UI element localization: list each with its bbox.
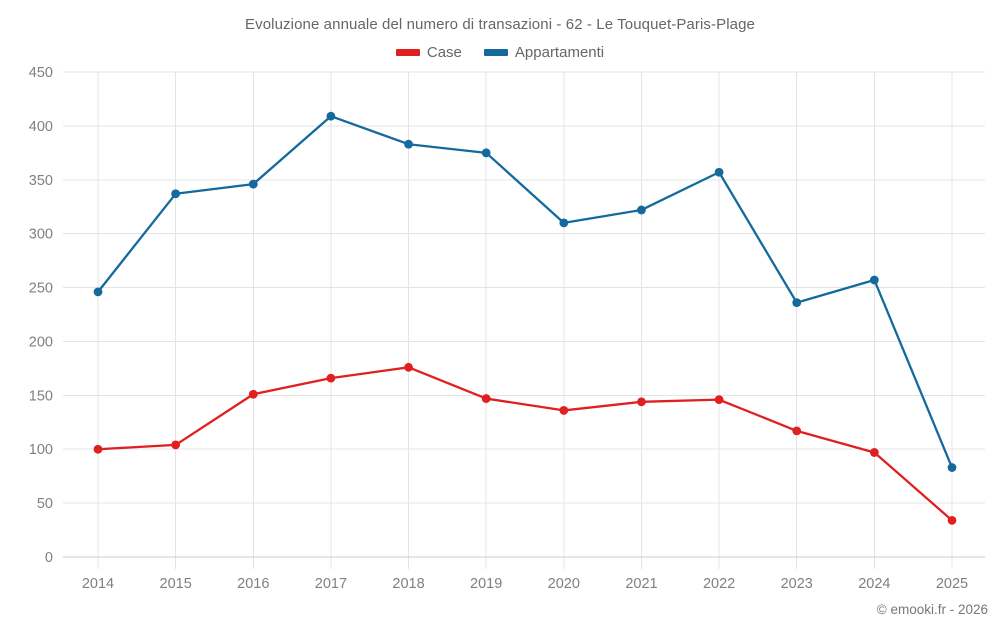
data-point-appartamenti[interactable]	[869, 275, 879, 285]
data-point-case[interactable]	[947, 515, 957, 525]
x-tick-label: 2014	[82, 576, 114, 592]
x-tick-label: 2017	[315, 576, 347, 592]
data-point-case[interactable]	[171, 440, 181, 450]
y-tick-label: 50	[37, 496, 53, 512]
data-point-appartamenti[interactable]	[792, 298, 802, 308]
data-point-case[interactable]	[93, 444, 103, 454]
data-point-appartamenti[interactable]	[404, 139, 413, 149]
chart-legend: Case Appartamenti	[0, 44, 1000, 61]
y-tick-label: 200	[29, 334, 53, 350]
legend-swatch-case	[395, 49, 420, 56]
data-point-case[interactable]	[326, 373, 336, 383]
y-tick-label: 250	[29, 281, 53, 297]
data-point-case[interactable]	[637, 397, 646, 407]
data-point-appartamenti[interactable]	[714, 167, 724, 177]
y-tick-label: 0	[45, 550, 53, 566]
series-layer	[93, 111, 957, 525]
x-axis-tick-labels: 2014 2015 2016 2017 2018 2019 2020 2021 2022 2023…	[82, 576, 968, 592]
footer-credit: © emooki.fr - 2026	[876, 602, 988, 617]
data-point-appartamenti[interactable]	[637, 205, 646, 215]
y-tick-label: 450	[29, 65, 53, 81]
data-point-case[interactable]	[869, 448, 879, 457]
x-tick-label: 2023	[781, 576, 813, 592]
x-tick-label: 2024	[858, 576, 890, 592]
data-point-case[interactable]	[248, 389, 258, 399]
x-tick-label: 2025	[936, 576, 968, 592]
data-point-appartamenti[interactable]	[947, 463, 957, 472]
y-tick-label: 350	[29, 173, 53, 189]
data-point-appartamenti[interactable]	[559, 218, 569, 228]
y-tick-label: 400	[29, 119, 53, 135]
legend-label-case: Case	[426, 44, 462, 61]
data-point-case[interactable]	[481, 394, 491, 403]
data-point-appartamenti[interactable]	[326, 111, 336, 121]
data-point-case[interactable]	[714, 395, 724, 405]
x-tick-label: 2022	[703, 576, 735, 592]
data-point-case[interactable]	[559, 406, 569, 415]
x-tick-label: 2021	[625, 576, 657, 592]
x-tick-label: 2015	[160, 576, 192, 592]
x-tick-label: 2020	[548, 576, 580, 592]
data-point-appartamenti[interactable]	[481, 148, 491, 158]
y-tick-label: 300	[29, 227, 53, 243]
data-point-appartamenti[interactable]	[248, 179, 258, 189]
y-tick-label: 100	[29, 442, 53, 458]
legend-item-appartamenti[interactable]: Appartamenti	[483, 44, 605, 61]
data-point-case[interactable]	[792, 426, 802, 436]
x-tick-label: 2016	[237, 576, 269, 592]
legend-label-appartamenti: Appartamenti	[514, 44, 605, 61]
data-point-appartamenti[interactable]	[171, 189, 181, 199]
grid-layer	[63, 71, 985, 569]
series-line-appartamenti	[96, 115, 954, 469]
data-point-appartamenti[interactable]	[93, 287, 103, 297]
y-axis-tick-labels: 0 50 100 150 200 250 300 350 400 450	[29, 65, 53, 566]
series-line-case	[96, 366, 954, 522]
chart-title: Evoluzione annuale del numero di transaz…	[245, 16, 755, 33]
x-tick-label: 2018	[392, 576, 424, 592]
y-tick-label: 150	[29, 388, 53, 404]
data-point-case[interactable]	[404, 362, 413, 372]
legend-swatch-appartamenti	[483, 49, 508, 56]
legend-item-case[interactable]: Case	[395, 44, 462, 61]
x-tick-label: 2019	[470, 576, 502, 592]
